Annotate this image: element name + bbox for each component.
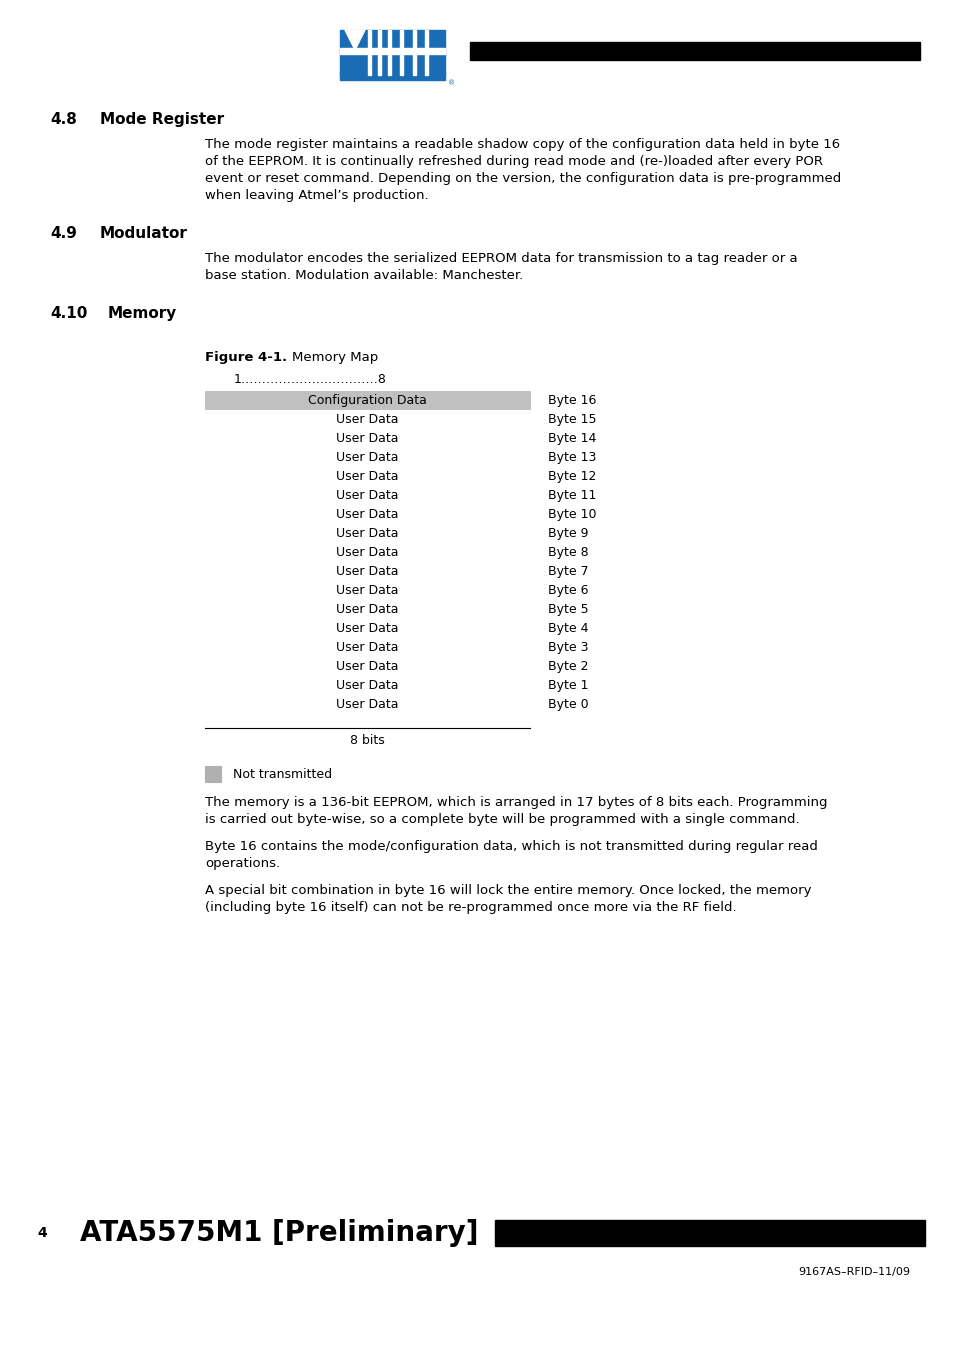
Text: Byte 4: Byte 4 — [547, 622, 588, 634]
Text: of the EEPROM. It is continually refreshed during read mode and (re-)loaded afte: of the EEPROM. It is continually refresh… — [205, 155, 822, 167]
Text: when leaving Atmel’s production.: when leaving Atmel’s production. — [205, 189, 428, 202]
Text: The modulator encodes the serialized EEPROM data for transmission to a tag reade: The modulator encodes the serialized EEP… — [205, 252, 797, 265]
Text: Byte 13: Byte 13 — [547, 451, 596, 464]
Text: 4.10: 4.10 — [50, 306, 88, 321]
Bar — [205, 676, 530, 695]
Text: Byte 11: Byte 11 — [547, 489, 596, 502]
Text: User Data: User Data — [335, 603, 398, 616]
Bar — [205, 543, 530, 562]
Text: User Data: User Data — [335, 545, 398, 559]
Bar — [339, 72, 444, 80]
Bar — [413, 30, 416, 76]
Bar — [205, 505, 530, 524]
Bar — [368, 30, 371, 76]
Bar — [205, 620, 530, 639]
Text: User Data: User Data — [335, 679, 398, 693]
Bar — [205, 486, 530, 505]
Bar — [205, 765, 221, 782]
Text: Byte 2: Byte 2 — [547, 660, 588, 674]
Text: Modulator: Modulator — [100, 225, 188, 242]
Text: event or reset command. Depending on the version, the configuration data is pre-: event or reset command. Depending on the… — [205, 171, 841, 185]
Text: The mode register maintains a readable shadow copy of the configuration data hel: The mode register maintains a readable s… — [205, 138, 840, 151]
Text: Figure 4-1.: Figure 4-1. — [205, 351, 287, 364]
Bar — [205, 392, 530, 410]
Text: Byte 16 contains the mode/configuration data, which is not transmitted during re: Byte 16 contains the mode/configuration … — [205, 840, 817, 853]
Text: Byte 15: Byte 15 — [547, 413, 596, 427]
Text: User Data: User Data — [335, 432, 398, 446]
Text: The memory is a 136-bit EEPROM, which is arranged in 17 bytes of 8 bits each. Pr: The memory is a 136-bit EEPROM, which is… — [205, 796, 826, 809]
Text: User Data: User Data — [335, 526, 398, 540]
Text: User Data: User Data — [335, 413, 398, 427]
Text: Byte 7: Byte 7 — [547, 566, 588, 578]
Text: 4.9: 4.9 — [50, 225, 77, 242]
Text: User Data: User Data — [335, 641, 398, 653]
Bar — [424, 30, 428, 76]
Text: 8 bits: 8 bits — [350, 734, 384, 747]
Text: Not transmitted: Not transmitted — [233, 768, 332, 780]
Bar — [205, 580, 530, 599]
Text: User Data: User Data — [335, 489, 398, 502]
Text: User Data: User Data — [335, 660, 398, 674]
Bar — [205, 429, 530, 448]
Text: Byte 3: Byte 3 — [547, 641, 588, 653]
Text: User Data: User Data — [335, 508, 398, 521]
Text: Byte 9: Byte 9 — [547, 526, 588, 540]
Text: Byte 16: Byte 16 — [547, 394, 596, 406]
Text: is carried out byte-wise, so a complete byte will be programmed with a single co: is carried out byte-wise, so a complete … — [205, 813, 799, 826]
Text: 4: 4 — [37, 1226, 47, 1241]
Text: User Data: User Data — [335, 585, 398, 597]
Text: Byte 0: Byte 0 — [547, 698, 588, 711]
Text: User Data: User Data — [335, 622, 398, 634]
Text: User Data: User Data — [335, 698, 398, 711]
Bar — [205, 639, 530, 657]
Text: 1………………...…………8: 1………………...…………8 — [233, 373, 386, 386]
Bar — [205, 599, 530, 620]
Text: User Data: User Data — [335, 451, 398, 464]
Text: Mode Register: Mode Register — [100, 112, 224, 127]
Bar — [339, 49, 444, 54]
Text: base station. Modulation available: Manchester.: base station. Modulation available: Manc… — [205, 269, 522, 282]
Bar — [205, 562, 530, 580]
Text: User Data: User Data — [335, 470, 398, 483]
Text: 9167AS–RFID–11/09: 9167AS–RFID–11/09 — [797, 1268, 909, 1277]
Bar — [205, 467, 530, 486]
Bar — [339, 30, 444, 76]
Text: Memory Map: Memory Map — [274, 351, 377, 364]
Bar — [205, 448, 530, 467]
Text: A special bit combination in byte 16 will lock the entire memory. Once locked, t: A special bit combination in byte 16 wil… — [205, 884, 811, 896]
Text: Byte 14: Byte 14 — [547, 432, 596, 446]
Text: Byte 8: Byte 8 — [547, 545, 588, 559]
Bar — [495, 1220, 924, 1246]
Bar — [470, 42, 919, 59]
Text: Byte 1: Byte 1 — [547, 679, 588, 693]
Text: operations.: operations. — [205, 857, 280, 869]
Bar — [205, 524, 530, 543]
Bar — [377, 30, 380, 76]
Text: Memory: Memory — [108, 306, 177, 321]
Bar — [205, 657, 530, 676]
Text: Byte 5: Byte 5 — [547, 603, 588, 616]
Text: (including byte 16 itself) can not be re-programmed once more via the RF field.: (including byte 16 itself) can not be re… — [205, 900, 736, 914]
Bar — [388, 30, 391, 76]
Text: ®: ® — [448, 80, 455, 86]
Text: Byte 6: Byte 6 — [547, 585, 588, 597]
Bar — [205, 410, 530, 429]
Bar — [205, 695, 530, 714]
Bar — [399, 30, 402, 76]
Polygon shape — [345, 30, 365, 50]
Text: Byte 10: Byte 10 — [547, 508, 596, 521]
Text: 4.8: 4.8 — [50, 112, 77, 127]
Text: Configuration Data: Configuration Data — [308, 394, 427, 406]
Text: ATA5575M1 [Preliminary]: ATA5575M1 [Preliminary] — [80, 1219, 478, 1247]
Text: Byte 12: Byte 12 — [547, 470, 596, 483]
Text: User Data: User Data — [335, 566, 398, 578]
